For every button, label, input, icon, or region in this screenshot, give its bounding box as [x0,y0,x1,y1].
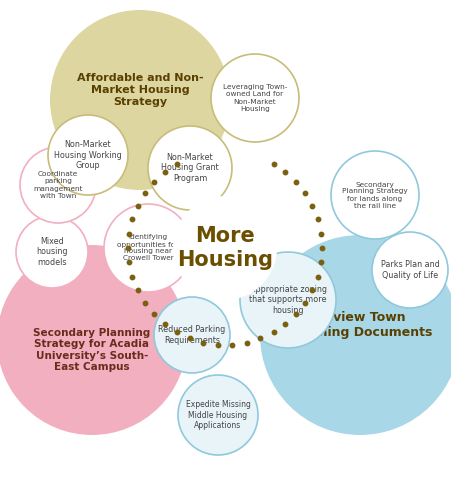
Circle shape [173,196,277,300]
Text: Reduced Parking
Requirements: Reduced Parking Requirements [158,325,226,345]
Text: Non-Market
Housing Working
Group: Non-Market Housing Working Group [54,140,122,170]
Circle shape [260,235,451,435]
Text: Coordinate
parking
management
with Town: Coordinate parking management with Town [33,171,83,199]
Text: Identifying
opportunities for
housing near
Crowell Tower: Identifying opportunities for housing ne… [117,235,179,262]
Circle shape [16,216,88,288]
Circle shape [104,204,192,292]
Circle shape [240,252,336,348]
Circle shape [372,232,448,308]
Circle shape [0,245,187,435]
Text: Secondary Planning
Strategy for Acadia
University’s South-
East Campus: Secondary Planning Strategy for Acadia U… [33,327,151,372]
Circle shape [48,115,128,195]
Text: Parks Plan and
Quality of Life: Parks Plan and Quality of Life [381,260,439,280]
Circle shape [154,297,230,373]
Circle shape [211,54,299,142]
Circle shape [178,375,258,455]
Text: Non-Market
Housing Grant
Program: Non-Market Housing Grant Program [161,153,219,183]
Text: More
Housing: More Housing [177,227,273,270]
Text: Mixed
housing
models: Mixed housing models [36,237,68,267]
Circle shape [331,151,419,239]
Text: Review Town
Planning Documents: Review Town Planning Documents [288,311,432,339]
Text: Affordable and Non-
Market Housing
Strategy: Affordable and Non- Market Housing Strat… [77,73,203,107]
Text: Secondary
Planning Strategy
for lands along
the rail line: Secondary Planning Strategy for lands al… [342,181,408,208]
Text: Appropriate zoning
that supports more
housing: Appropriate zoning that supports more ho… [249,285,327,315]
Circle shape [148,126,232,210]
Circle shape [20,147,96,223]
Text: Expedite Missing
Middle Housing
Applications: Expedite Missing Middle Housing Applicat… [185,400,250,430]
Text: Leveraging Town-
owned Land for
Non-Market
Housing: Leveraging Town- owned Land for Non-Mark… [223,84,287,111]
Circle shape [50,10,230,190]
